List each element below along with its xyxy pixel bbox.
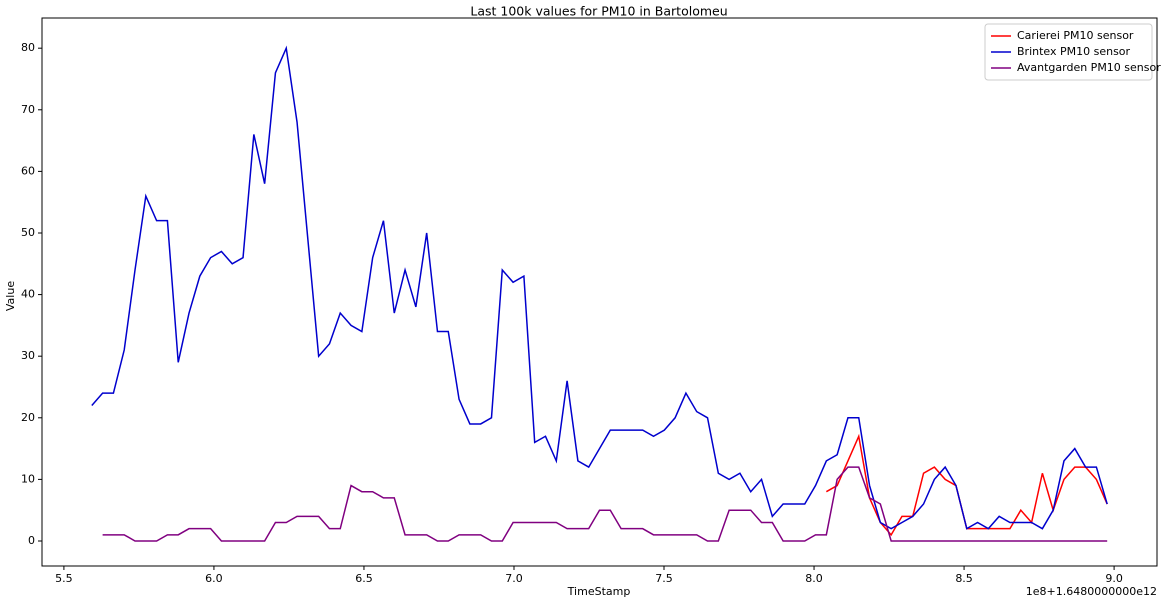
data-line (102, 466, 1108, 542)
legend-box (984, 23, 1153, 81)
x-tick-label: 8.0 (805, 572, 823, 585)
legend-label: Carierei PM10 sensor (1017, 29, 1134, 42)
x-tick-label: 9.0 (1105, 572, 1123, 585)
x-tick-label: 7.5 (655, 572, 673, 585)
y-tick-label: 40 (21, 288, 35, 301)
x-offset-label: 1e8+1.6480000000e12 (1026, 585, 1157, 598)
y-tick-label: 30 (21, 349, 35, 362)
y-tick-label: 70 (21, 103, 35, 116)
y-tick-label: 60 (21, 164, 35, 177)
y-tick-label: 0 (28, 534, 35, 547)
x-tick-label: 7.0 (505, 572, 523, 585)
legend-label: Avantgarden PM10 sensor (1017, 61, 1161, 74)
x-tick-label: 8.5 (955, 572, 973, 585)
legend-label: Brintex PM10 sensor (1017, 45, 1131, 58)
y-tick-label: 80 (21, 41, 35, 54)
x-axis-label: TimeStamp (567, 585, 631, 598)
data-line (825, 433, 1108, 537)
y-tick-label: 20 (21, 411, 35, 424)
y-axis-label: Value (4, 281, 17, 311)
x-tick-label: 6.5 (355, 572, 373, 585)
chart-title: Last 100k values for PM10 in Bartolomeu (470, 4, 727, 19)
x-tick-label: 5.5 (55, 572, 73, 585)
axes-frame (41, 17, 1158, 567)
y-tick-label: 10 (21, 472, 35, 485)
data-line (91, 45, 1108, 530)
x-tick-label: 6.0 (205, 572, 223, 585)
y-tick-label: 50 (21, 226, 35, 239)
